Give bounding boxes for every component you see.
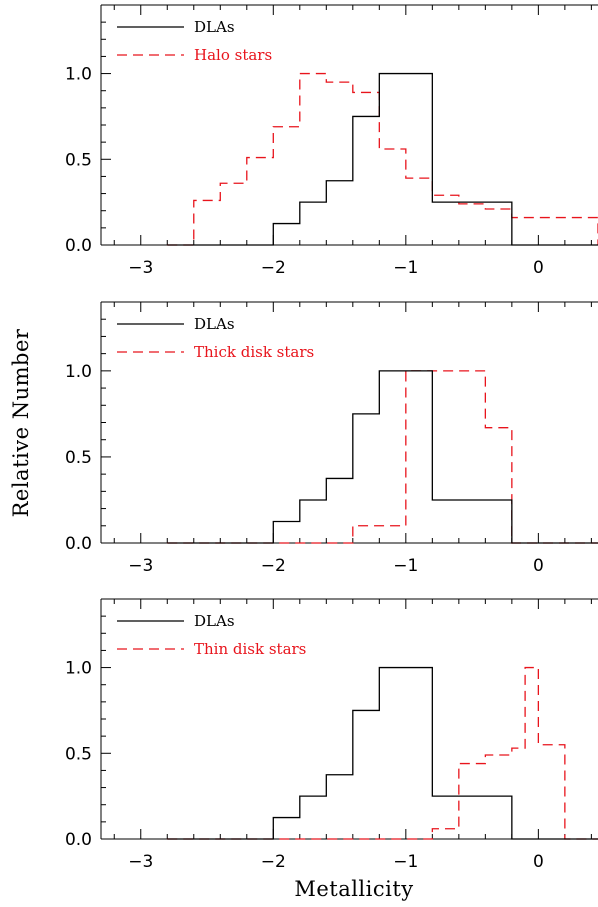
x-tick-label: −2 [261,258,286,278]
legend-label: DLAs [194,18,235,36]
x-tick-label: −3 [128,258,153,278]
panel-1: −3 −2 −1 0 0.0 0.5 1.0 DLAs Halo stars [65,4,598,278]
x-tick-label: −3 [128,556,153,576]
x-tick-label: −1 [393,556,418,576]
y-tick-label: 0.5 [65,150,92,170]
x-tick-label: 0 [533,852,544,872]
y-tick-label: 0.5 [65,744,92,764]
x-tick-label: 0 [533,258,544,278]
thick-disk-stars-histogram [167,370,598,544]
halo-stars-histogram [167,72,598,246]
y-tick-label: 1.0 [65,65,92,85]
legend-label: DLAs [194,315,235,333]
x-axis-title: Metallicity [294,877,413,901]
x-tick-label: 0 [533,556,544,576]
dlas-histogram [167,370,598,544]
y-tick-label: 0.5 [65,448,92,468]
legend-label: Thin disk stars [194,640,306,658]
y-tick-label: 0.0 [65,534,92,554]
dlas-histogram [167,666,598,840]
legend-label: Thick disk stars [194,343,314,361]
legend-label: Halo stars [194,46,272,64]
x-tick-label: −1 [393,852,418,872]
y-tick-label: 1.0 [65,362,92,382]
x-tick-label: −2 [261,556,286,576]
y-tick-label: 0.0 [65,830,92,850]
x-tick-label: −1 [393,258,418,278]
legend-label: DLAs [194,612,235,630]
x-tick-label: −2 [261,852,286,872]
panel-3: −3 −2 −1 0 0.0 0.5 1.0 DLAs Thin disk stars [65,598,598,872]
y-tick-label: 1.0 [65,659,92,679]
x-tick-label: −3 [128,852,153,872]
y-axis-title: Relative Number [9,328,33,517]
thin-disk-stars-histogram [167,666,598,840]
dlas-histogram [167,72,598,246]
panel-2: −3 −2 −1 0 0.0 0.5 1.0 DLAs Thick disk stars [65,301,598,576]
y-tick-label: 0.0 [65,236,92,256]
